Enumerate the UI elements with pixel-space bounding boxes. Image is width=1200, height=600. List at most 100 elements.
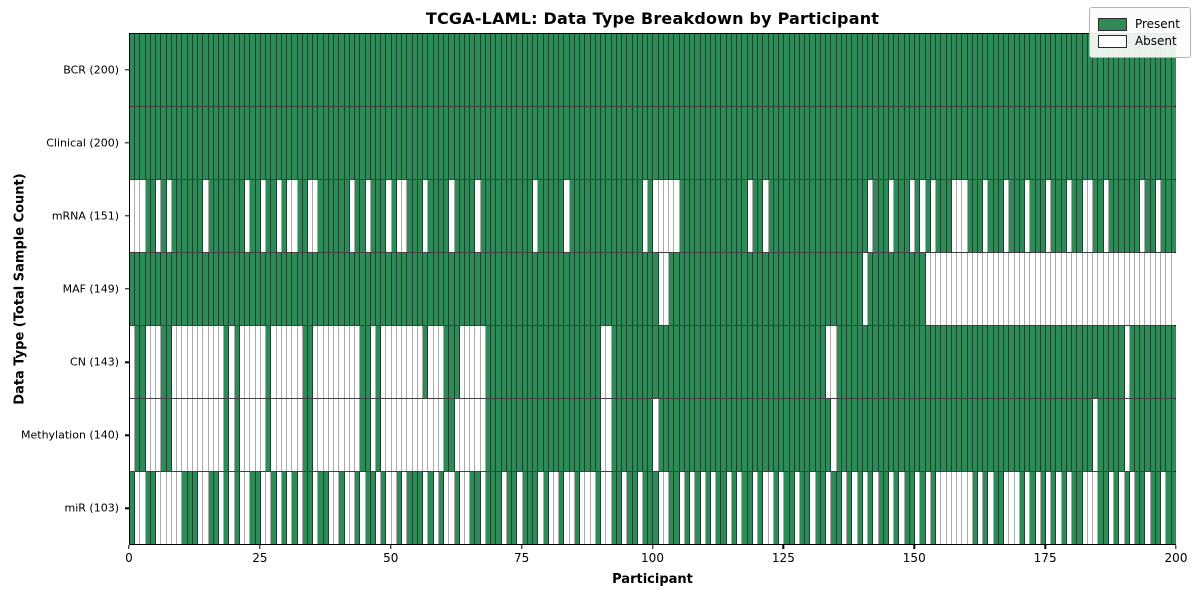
heatmap-cell — [705, 180, 712, 252]
heatmap-cell — [831, 107, 837, 179]
heatmap-cell — [1140, 253, 1146, 325]
heatmap-cell — [831, 399, 837, 471]
heatmap-cell — [637, 326, 643, 398]
heatmap-cell — [328, 107, 335, 179]
heatmap-cell — [423, 107, 429, 179]
heatmap-cell — [972, 326, 978, 398]
heatmap-cell — [716, 107, 722, 179]
heatmap-cell — [616, 34, 623, 106]
heatmap-cell — [836, 399, 842, 471]
heatmap-cell — [1166, 180, 1172, 252]
heatmap-cell — [224, 107, 230, 179]
heatmap-cell — [888, 107, 895, 179]
heatmap-cell — [313, 180, 319, 252]
heatmap-cell — [627, 34, 633, 106]
heatmap-cell — [130, 34, 136, 106]
heatmap-cell — [1061, 253, 1067, 325]
heatmap-cell — [1103, 34, 1109, 106]
heatmap-cell — [569, 180, 575, 252]
heatmap-cell — [1161, 180, 1167, 252]
heatmap-cell — [841, 107, 848, 179]
heatmap-cell — [674, 107, 680, 179]
heatmap-cell — [527, 253, 534, 325]
heatmap-cell — [218, 399, 225, 471]
heatmap-cell — [988, 472, 994, 544]
heatmap-cell — [287, 107, 293, 179]
y-tick-mark — [125, 507, 129, 510]
heatmap-cell — [412, 253, 418, 325]
heatmap-cell — [883, 399, 889, 471]
heatmap-cell — [543, 180, 549, 252]
heatmap-cell — [1093, 180, 1099, 252]
heatmap-cell — [213, 399, 219, 471]
heatmap-cell — [1087, 472, 1094, 544]
heatmap-cell — [386, 107, 392, 179]
heatmap-cell — [972, 107, 978, 179]
heatmap-cell — [768, 253, 774, 325]
heatmap-cell — [977, 399, 984, 471]
heatmap-cell — [449, 399, 455, 471]
heatmap-cell — [161, 180, 167, 252]
heatmap-cell — [171, 472, 178, 544]
heatmap-cell — [616, 180, 623, 252]
heatmap-cell — [438, 34, 445, 106]
heatmap-cell — [862, 472, 869, 544]
heatmap-cell — [941, 326, 947, 398]
heatmap-cell — [983, 472, 989, 544]
heatmap-cell — [904, 472, 910, 544]
heatmap-cell — [161, 472, 167, 544]
heatmap-cell — [737, 472, 743, 544]
heatmap-cell — [1019, 399, 1026, 471]
heatmap-cell — [622, 326, 628, 398]
heatmap-cell — [1077, 399, 1083, 471]
heatmap-cell — [925, 326, 931, 398]
heatmap-cell — [548, 253, 554, 325]
heatmap-cell — [1030, 107, 1036, 179]
heatmap-cell — [355, 399, 361, 471]
absent-swatch — [1097, 34, 1127, 48]
heatmap-cell — [501, 253, 507, 325]
heatmap-cell — [517, 34, 523, 106]
heatmap-cell — [1046, 107, 1052, 179]
heatmap-cell — [868, 180, 874, 252]
heatmap-cell — [433, 34, 439, 106]
heatmap-cell — [1145, 472, 1151, 544]
heatmap-cell — [648, 472, 654, 544]
heatmap-cell — [983, 180, 989, 252]
heatmap-cell — [491, 326, 497, 398]
heatmap-cell — [1119, 253, 1125, 325]
heatmap-cell — [150, 180, 157, 252]
heatmap-cell — [506, 253, 513, 325]
heatmap-cell — [800, 180, 806, 252]
heatmap-cell — [480, 34, 486, 106]
heatmap-cell — [365, 326, 371, 398]
x-tick-mark — [651, 545, 654, 549]
heatmap-cell — [1161, 253, 1167, 325]
heatmap-cell — [192, 253, 199, 325]
heatmap-cell — [1035, 326, 1041, 398]
heatmap-cell — [925, 399, 931, 471]
x-tick-mark — [782, 545, 785, 549]
heatmap-cell — [287, 326, 293, 398]
heatmap-cell — [177, 472, 183, 544]
heatmap-cell — [470, 253, 476, 325]
heatmap-cell — [334, 326, 340, 398]
heatmap-cell — [962, 399, 968, 471]
heatmap-cell — [438, 180, 445, 252]
heatmap-cell — [1025, 180, 1031, 252]
heatmap-cell — [1150, 399, 1156, 471]
x-tick-mark — [1175, 545, 1177, 549]
heatmap-cell — [752, 326, 759, 398]
heatmap-cell — [1014, 180, 1020, 252]
heatmap-cell — [805, 253, 811, 325]
heatmap-cell — [595, 326, 602, 398]
heatmap-cell — [1114, 34, 1120, 106]
heatmap-cell — [925, 253, 931, 325]
heatmap-cell — [815, 107, 821, 179]
heatmap-cell — [700, 107, 706, 179]
heatmap-cell — [669, 326, 675, 398]
heatmap-cell — [899, 253, 905, 325]
heatmap-cell — [904, 34, 910, 106]
heatmap-cell — [679, 326, 685, 398]
heatmap-cell — [313, 472, 319, 544]
